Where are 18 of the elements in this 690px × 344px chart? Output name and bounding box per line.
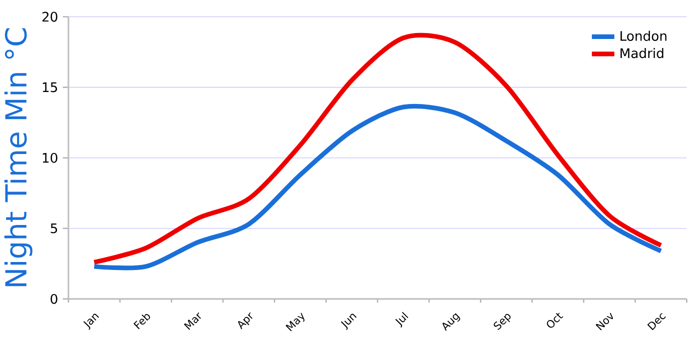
legend-label: London — [620, 30, 666, 41]
x-tick-label: Oct — [546, 312, 564, 328]
y-tick-label: 5 — [50, 223, 58, 234]
x-tick-label: Jul — [395, 312, 408, 328]
x-tick-label: Apr — [238, 312, 252, 330]
y-axis-title: Night Time Min °C — [4, 28, 32, 286]
x-tick-label: Mar — [184, 312, 201, 330]
y-tick-label: 10 — [42, 152, 58, 163]
legend-label: Madrid — [620, 48, 664, 58]
x-tick-label: Nov — [596, 312, 614, 330]
x-tick-label: Jan — [83, 314, 99, 330]
x-tick-label: Sep — [494, 314, 511, 330]
x-tick-label: Jun — [340, 314, 357, 330]
y-tick-label: 20 — [42, 12, 58, 22]
y-tick-label: 15 — [42, 82, 58, 92]
x-tick-label: Dec — [647, 312, 666, 330]
y-tick-label: 0 — [50, 294, 58, 304]
x-tick-label: Feb — [133, 314, 150, 330]
